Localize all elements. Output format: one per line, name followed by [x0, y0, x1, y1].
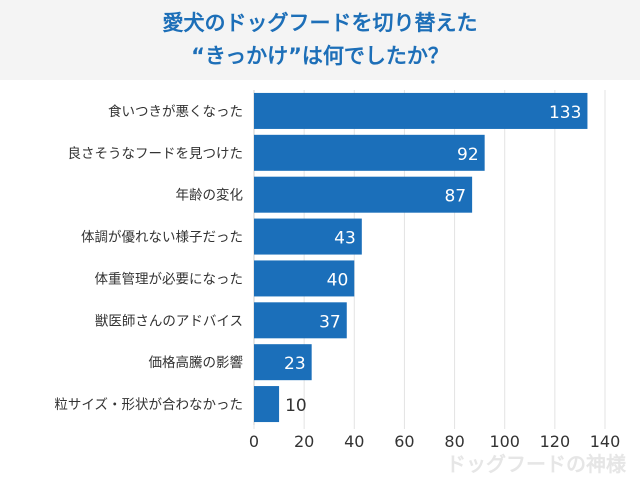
title-line-1: 愛犬のドッグフードを切り替えた — [162, 11, 478, 35]
category-label: 価格高騰の影響 — [149, 354, 244, 371]
bar — [254, 386, 280, 423]
bar — [254, 260, 355, 297]
x-tick-label: 120 — [540, 432, 571, 451]
data-label: 40 — [327, 270, 349, 290]
data-label: 87 — [444, 187, 466, 207]
bar — [254, 302, 347, 339]
bar — [254, 176, 473, 213]
data-label: 37 — [319, 312, 341, 332]
x-tick-label: 20 — [294, 432, 314, 451]
x-tick-label: 100 — [489, 432, 520, 451]
data-label: 43 — [334, 229, 356, 249]
category-label: 粒サイズ・形状が合わなかった — [54, 397, 243, 413]
x-tick-label: 140 — [590, 432, 621, 451]
category-label: 獣医師さんのアドバイス — [95, 313, 243, 329]
category-label: 年齢の変化 — [176, 187, 244, 204]
category-label: 良さそうなフードを見つけた — [68, 146, 244, 162]
x-tick-label: 80 — [444, 432, 464, 451]
bar — [254, 92, 588, 129]
bar — [254, 134, 485, 171]
x-tick-label: 40 — [344, 432, 364, 451]
category-label: 体重管理が必要になった — [95, 271, 244, 287]
category-label: 体調が優れない様子だった — [81, 230, 243, 246]
bar — [254, 344, 312, 381]
chart-title: 愛犬のドッグフードを切り替えた “きっかけ”は何でしたか？ — [0, 0, 640, 80]
data-label: 92 — [457, 145, 479, 165]
data-label: 23 — [284, 354, 306, 374]
x-tick-label: 0 — [249, 432, 259, 451]
category-label: 食いつきが悪くなった — [108, 103, 243, 120]
data-label: 10 — [285, 396, 307, 416]
watermark-logo: ドッグフードの神様 — [446, 452, 626, 476]
title-line-2: “きっかけ”は何でしたか？ — [191, 44, 449, 68]
bar — [254, 218, 362, 255]
data-label: 133 — [549, 103, 581, 123]
x-tick-label: 60 — [394, 432, 414, 451]
